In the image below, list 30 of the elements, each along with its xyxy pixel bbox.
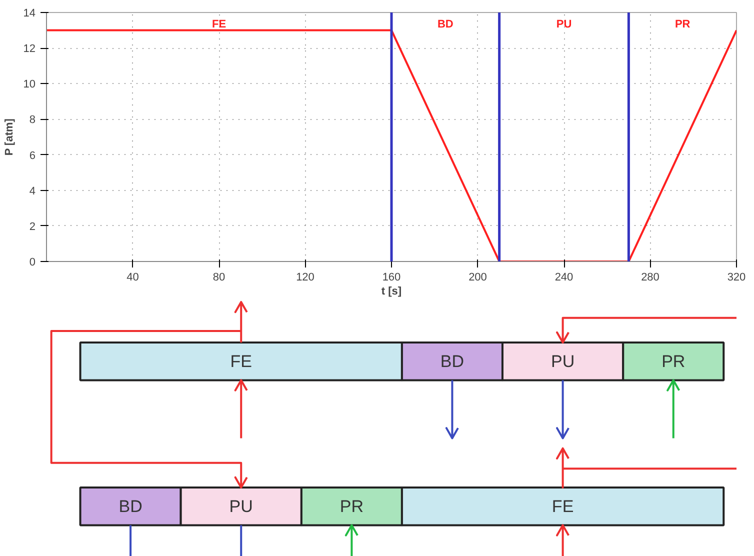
text: FE bbox=[552, 496, 574, 516]
y-tick-label: 8 bbox=[29, 114, 36, 126]
text: FE bbox=[230, 352, 252, 371]
text: PU bbox=[550, 352, 575, 371]
y-tick-label: 0 bbox=[29, 256, 36, 268]
x-tick-label: 280 bbox=[641, 272, 660, 284]
y-tick-label: 2 bbox=[29, 220, 36, 233]
text: PU bbox=[229, 496, 253, 516]
y-tick-label: 10 bbox=[23, 78, 36, 91]
x-tick-label: 320 bbox=[727, 272, 746, 284]
y-tick-label: 4 bbox=[29, 185, 36, 198]
text: PR bbox=[662, 352, 686, 371]
x-axis-title: t [s] bbox=[381, 286, 402, 298]
x-tick-label: 160 bbox=[382, 272, 401, 284]
annotation: FE bbox=[212, 18, 226, 30]
x-tick-label: 120 bbox=[296, 272, 314, 284]
annotation: PR bbox=[674, 18, 690, 30]
y-tick-label: 14 bbox=[23, 8, 36, 20]
annotation: BD bbox=[437, 18, 454, 30]
text: PR bbox=[340, 496, 364, 516]
text: BD bbox=[440, 352, 464, 371]
x-tick-label: 200 bbox=[468, 272, 487, 284]
y-tick-label: 6 bbox=[29, 150, 36, 162]
x-tick-label: 80 bbox=[212, 272, 226, 284]
y-tick-label: 12 bbox=[23, 43, 36, 56]
text: BD bbox=[118, 496, 142, 516]
x-tick-label: 40 bbox=[126, 272, 139, 284]
x-tick-label: 240 bbox=[554, 272, 574, 284]
annotation: PU bbox=[556, 18, 572, 30]
y-axis-title: P [atm] bbox=[3, 118, 16, 156]
